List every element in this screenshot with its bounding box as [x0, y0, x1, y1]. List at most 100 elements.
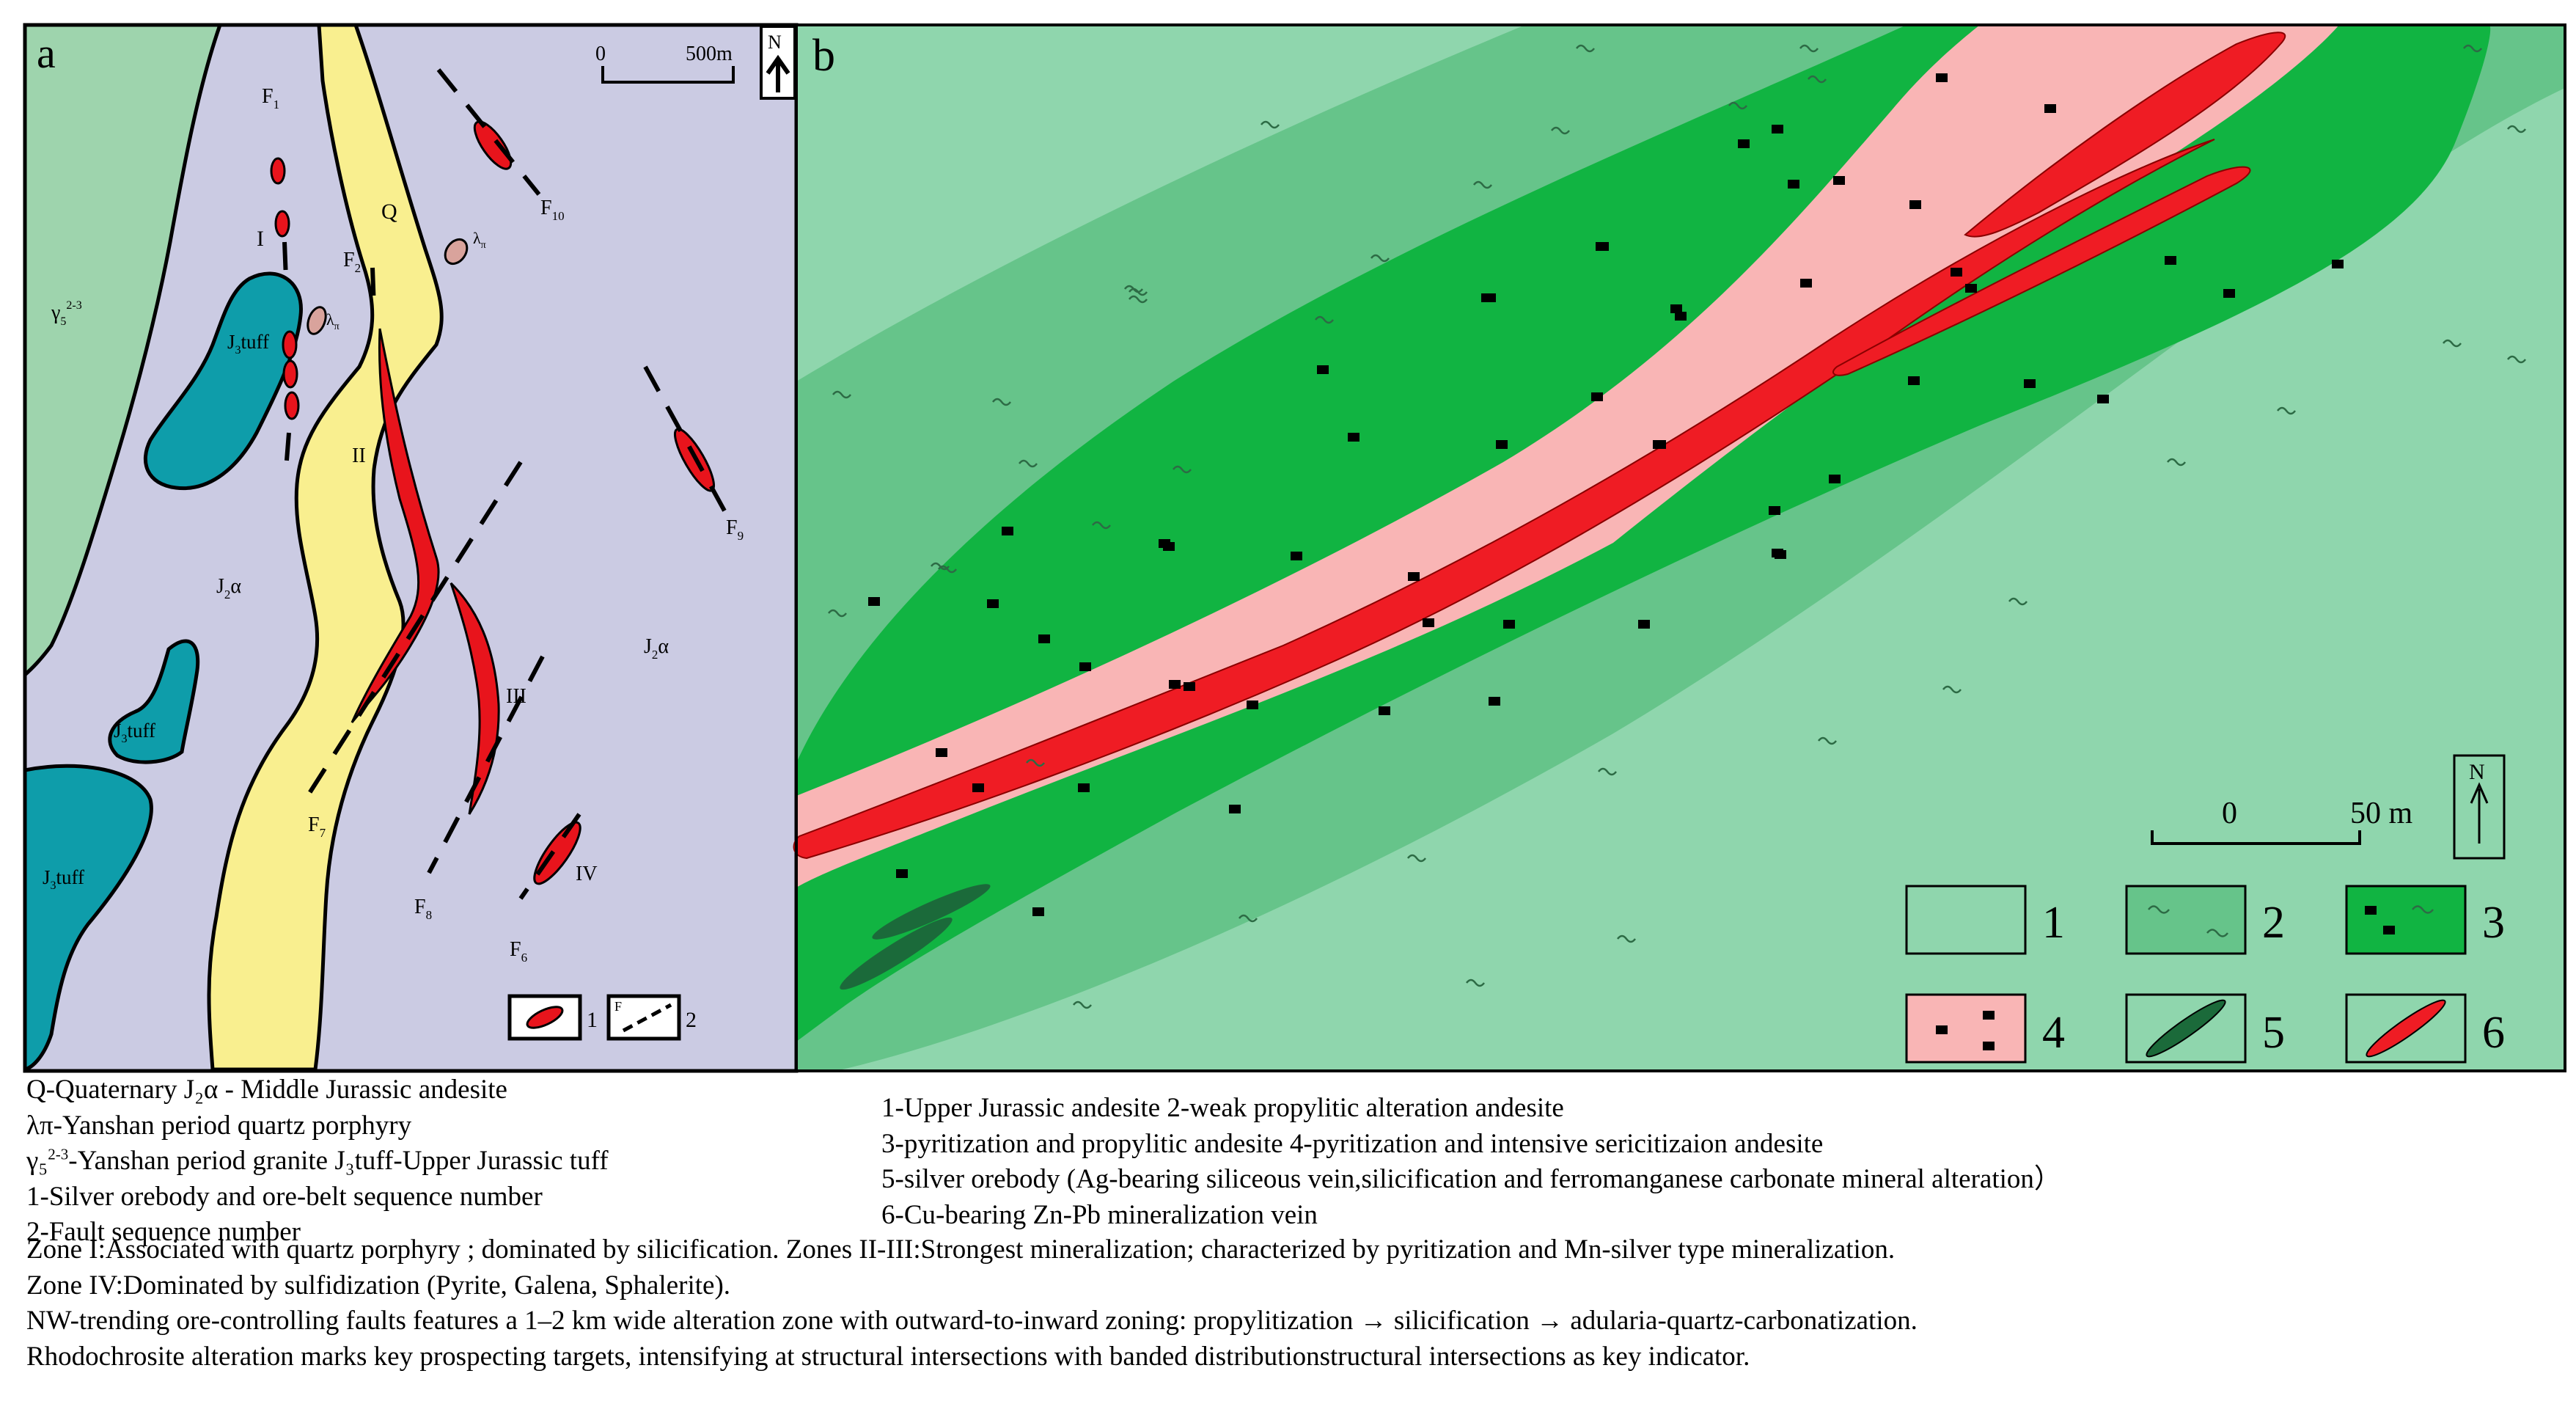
panel-b-legend-box-2 [2125, 885, 2247, 955]
pyrite-dot [2165, 256, 2176, 265]
panel-b-legend-num-4: 4 [2042, 1008, 2065, 1058]
pyrite-dot [1317, 365, 1329, 374]
panel-a-scale-bar [601, 66, 735, 84]
orebody-zone-1-d [282, 359, 298, 389]
fault-label-f2: F2 [343, 249, 361, 275]
pyrite-dot [1247, 700, 1258, 709]
caption-left-column: Q-Quaternary J₂α - Middle Jurassic andes… [26, 1072, 892, 1251]
pyrite-dot [1670, 304, 1682, 313]
pyrite-dot [1496, 440, 1508, 449]
caption-notes: Zone I:Associated with quartz porphyry ;… [26, 1232, 2564, 1375]
panel-b-legend-tilde [2148, 905, 2228, 937]
unit5-silver-orebody-2 [840, 917, 953, 990]
caption-line: 2-Fault sequence number [26, 1217, 301, 1247]
caption-line: 6-Cu-bearing Zn-Pb mineralization vein [881, 1199, 1318, 1230]
panel-b-scale-bar [2151, 830, 2361, 845]
panel-b-north-label: N [2469, 760, 2485, 784]
pyrite-dot [2383, 926, 2395, 934]
tilde-mark [828, 609, 847, 618]
pyrite-dot [1348, 433, 1359, 442]
panel-b [793, 23, 2566, 1072]
fault-lines [282, 68, 728, 900]
caption-granite-text: -Yanshan period granite J₃tuff-Upper Jur… [68, 1146, 609, 1176]
tilde-mark [1073, 1001, 1092, 1009]
fault-label-f6: F6 [510, 938, 527, 965]
panel-a-label: a [37, 29, 56, 77]
panel-a-legend-box-2 [606, 994, 681, 1041]
panel-b-scale-dist: 50 m [2350, 797, 2413, 830]
pyrite-dot [1002, 527, 1013, 535]
pyrite-dot [1484, 293, 1496, 302]
pyrite-dot [1078, 783, 1090, 792]
porphyry-label-2: λπ [326, 310, 340, 332]
panel-a-scale-dist: 500m [686, 43, 733, 65]
tilde-mark [2167, 458, 2186, 467]
fault-label-f1: F1 [262, 85, 279, 111]
panel-a-legend-orebody-icon [526, 1006, 564, 1029]
panel-b-frame [795, 23, 2566, 1072]
tilde-mark [2008, 597, 2028, 606]
pyrite-dot [1032, 907, 1044, 916]
panel-b-legend-num-1: 1 [2042, 898, 2065, 948]
pyrite-dot [2044, 104, 2056, 113]
zone-label-1: I [257, 227, 264, 251]
orebody-zone-1-b [274, 210, 290, 238]
pyrite-dot [1983, 1042, 1995, 1050]
pyrite-dot [1675, 312, 1687, 321]
orebody-zone-1-a [270, 157, 286, 185]
tilde-mark [2277, 406, 2296, 415]
tuff-label-north: J3tuff [227, 331, 269, 356]
orebody-zone-1-c [282, 330, 298, 359]
caption-line: λπ-Yanshan period quartz porphyry [26, 1110, 412, 1141]
tilde-mark [1466, 978, 1485, 987]
panel-b-legend-vein-icon [2366, 999, 2446, 1058]
panel-a-legend-fault-letter: F [614, 999, 622, 1014]
caption-line: γ₅2-3-Yanshan period granite J₃tuff-Uppe… [26, 1144, 892, 1179]
tilde-mark [1551, 126, 1570, 135]
pyrite-dot [1800, 279, 1812, 288]
panel-a [23, 23, 799, 1073]
granite-label: γ52-3 [51, 299, 82, 328]
pyrite-dot [1423, 618, 1434, 627]
tuff-area-south [23, 764, 153, 1072]
tilde-mark [1473, 180, 1492, 189]
pyrite-dot [987, 599, 999, 608]
panel-b-north-box [2453, 754, 2506, 860]
fault-label-f7: F7 [308, 813, 326, 840]
pyrite-dot [1951, 268, 1962, 277]
tuff-area-middle [108, 639, 200, 764]
panel-a-legend-fault-icon [622, 1003, 672, 1033]
pyrite-dot [1379, 706, 1390, 715]
tilde-mark [1315, 315, 1334, 324]
tilde-mark [2507, 125, 2526, 133]
tilde-mark [1173, 465, 1192, 474]
tilde-mark [1407, 854, 1426, 863]
panel-b-north-arrow-icon [2470, 782, 2489, 844]
orebody-f10 [473, 120, 513, 170]
pyrite-dot [1936, 73, 1948, 82]
tilde-mark [1370, 254, 1390, 263]
caption-line: 1-Upper Jurassic andesite 2-weak propyli… [881, 1093, 1564, 1123]
pyrite-dot [2365, 906, 2377, 915]
tilde-mark [1261, 120, 1280, 129]
pyrite-dot [2097, 395, 2109, 403]
tilde-mark [1124, 285, 1143, 293]
tilde-mark [1239, 914, 1258, 923]
tilde-mark [938, 565, 957, 574]
panel-b-legend-box-4 [1905, 993, 2027, 1064]
tuff-label-middle: J3tuff [114, 720, 155, 745]
fault-f1-line [282, 241, 288, 279]
panel-a-legend-num-1: 1 [587, 1008, 598, 1032]
unit6-vein-main [793, 139, 2215, 860]
tilde-mark [1598, 767, 1617, 776]
caption-granite-sup: 2-3 [48, 1145, 69, 1163]
tilde-mark [2507, 355, 2526, 364]
panel-b-scale-zero: 0 [2222, 797, 2237, 830]
caption-line: Zone I:Associated with quartz porphyry ;… [26, 1234, 1896, 1265]
pyrite-dot [1291, 552, 1302, 560]
caption-line: 1-Silver orebody and ore-belt sequence n… [26, 1181, 543, 1212]
pyrite-dot [1184, 682, 1195, 691]
quartz-porphyry-body-1 [444, 238, 469, 266]
pyrite-dot [1833, 176, 1845, 185]
orebody-zone-3 [449, 582, 500, 815]
